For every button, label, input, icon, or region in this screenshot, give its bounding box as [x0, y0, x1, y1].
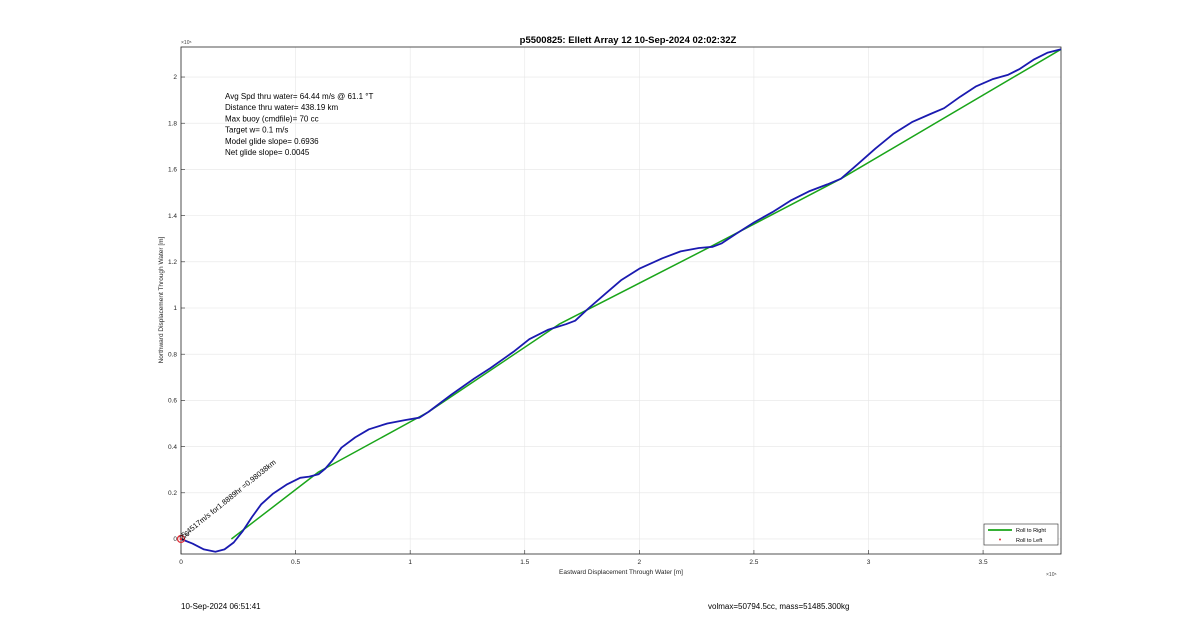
x-tick-label: 1: [408, 559, 412, 566]
footer-timestamp: 10-Sep-2024 06:51:41: [181, 602, 261, 611]
y-tick-label: 1: [173, 305, 177, 312]
y-tick-label: 0: [173, 536, 177, 543]
y-tick-label: 0.2: [168, 490, 177, 497]
y-tick-label: 1.4: [168, 213, 177, 220]
axis-ticks: 0 0.5 1 1.5 2 2.5 3 3.5 0 0.2 0.4 0.6 0.8 1 1.2 1.4 1.6 1…: [168, 74, 988, 566]
legend: Roll to Right Roll to Left: [983, 523, 1059, 546]
x-tick-label: 0: [179, 559, 183, 566]
x-tick-label: 0.5: [291, 559, 300, 566]
x-tick-label: 2.5: [749, 559, 758, 566]
roll-to-right-series-line: [230, 48, 1062, 540]
track-series-line: [180, 48, 1062, 553]
x-axis-label: Eastward Displacement Through Water [m]: [559, 569, 683, 576]
x-tick-label: 1.5: [520, 559, 529, 566]
footer-volume-mass: volmax=50794.5cc, mass=51485.300kg: [708, 602, 850, 611]
legend-label-roll-to-left: Roll to Left: [1016, 538, 1043, 544]
x-axis-exponent: ×10⁵: [1046, 572, 1057, 578]
start-point-marker: [179, 537, 183, 541]
stats-line: Target w= 0.1 m/s: [225, 126, 288, 135]
y-axis-exponent: ×10⁵: [181, 40, 192, 46]
plot-frame: [180, 46, 1062, 555]
x-tick-label: 3.5: [979, 559, 988, 566]
legend-swatch-roll-to-left: [999, 538, 1001, 541]
stats-line: Avg Spd thru water= 64.44 m/s @ 61.1 °T: [225, 92, 373, 101]
y-tick-label: 2: [173, 74, 177, 81]
chart-title: p5500825: Ellett Array 12 10-Sep-2024 02…: [520, 35, 737, 46]
data-series: [176, 48, 1062, 553]
stats-line: Model glide slope= 0.6936: [225, 137, 319, 146]
y-tick-label: 0.4: [168, 444, 177, 451]
y-tick-label: 0.6: [168, 398, 177, 405]
y-axis-label: Northward Displacement Through Water [m]: [158, 236, 165, 363]
y-tick-label: 1.8: [168, 120, 177, 127]
x-tick-label: 3: [867, 559, 871, 566]
stats-line: Distance thru water= 438.19 km: [225, 103, 339, 112]
stats-line: Max buoy (cmdfile)= 70 cc: [225, 114, 319, 123]
y-tick-label: 1.2: [168, 259, 177, 266]
y-tick-label: 0.8: [168, 351, 177, 358]
stats-line: Net glide slope= 0.0045: [225, 148, 310, 157]
y-tick-label: 1.6: [168, 167, 177, 174]
grid-lines: [180, 47, 1061, 554]
stats-text-block: Avg Spd thru water= 64.44 m/s @ 61.1 °T D…: [225, 92, 373, 157]
legend-label-roll-to-right: Roll to Right: [1016, 528, 1046, 534]
x-tick-label: 2: [638, 559, 642, 566]
track-annotation: 5.4517m/s for1.8889hr =0.98038km: [180, 458, 278, 540]
start-ring-marker: [176, 534, 186, 544]
